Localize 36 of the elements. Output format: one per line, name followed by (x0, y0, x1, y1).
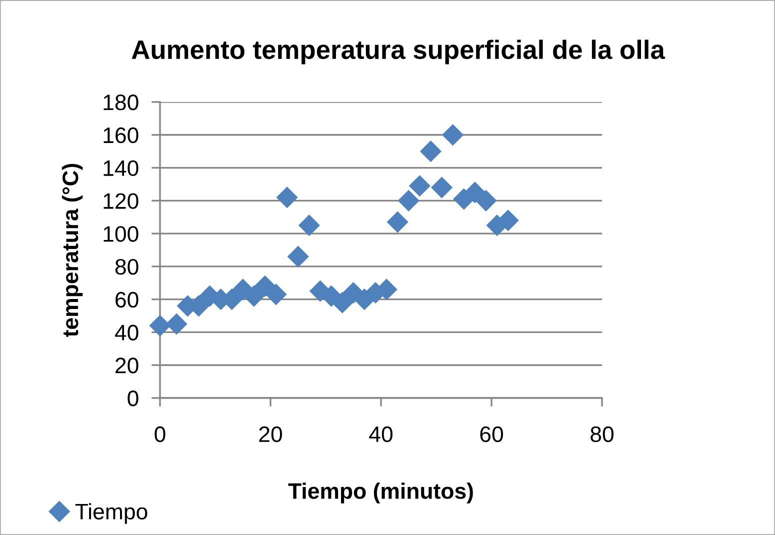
y-tick-label: 100 (104, 226, 138, 242)
point (266, 284, 287, 305)
y-tick-label: 180 (104, 94, 138, 110)
legend-label: Tiempo (75, 503, 148, 524)
point (243, 286, 264, 307)
point (276, 186, 298, 208)
point (431, 176, 452, 198)
y-tick-label: 80 (115, 258, 138, 275)
y-tick-label: 60 (116, 292, 138, 308)
point (475, 190, 496, 212)
point (298, 214, 320, 236)
point (288, 246, 309, 268)
point (398, 190, 420, 212)
point (149, 315, 171, 336)
x-tick-label: 20 (259, 426, 282, 442)
y-tick-label: 140 (104, 160, 138, 176)
x-tick-label: 0 (154, 426, 166, 442)
point (332, 292, 353, 314)
x-tick-label: 80 (590, 426, 614, 442)
chart-title: Aumento temperatura superficial de la olla (132, 40, 666, 64)
x-axis-title: Tiempo (minutos) (288, 482, 473, 504)
point (409, 175, 430, 196)
point (464, 182, 486, 203)
y-tick-label: 0 (128, 390, 138, 406)
y-tick-label: 120 (104, 193, 138, 209)
x-tick-label: 60 (480, 426, 503, 442)
y-tick-label: 40 (114, 324, 138, 340)
point (420, 140, 442, 162)
point (254, 276, 276, 297)
point (442, 124, 464, 146)
x-tick-label: 40 (369, 426, 392, 442)
y-axis-title: temperatura (°C) (62, 164, 83, 337)
y-tick-label: 20 (116, 358, 138, 374)
y-tick-label: 160 (104, 127, 138, 144)
point (166, 313, 188, 335)
point (387, 212, 408, 233)
